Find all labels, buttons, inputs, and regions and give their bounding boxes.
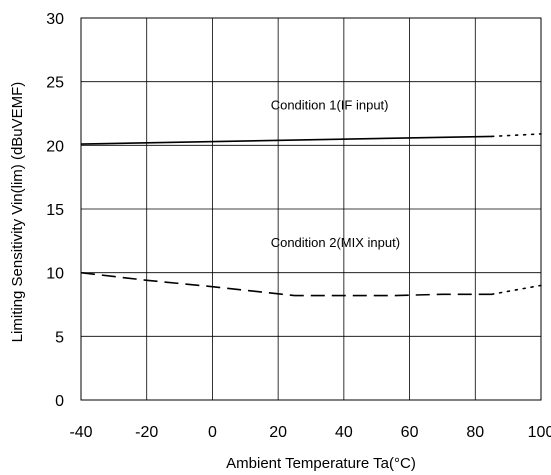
x-tick-label: 20 [269, 424, 287, 441]
condition-annotation: Condition 2(MIX input) [271, 235, 400, 250]
condition-annotation: Condition 1(IF input) [271, 98, 389, 113]
series-2-extrapolation [490, 284, 542, 296]
series-1-line [80, 135, 492, 145]
series-1-extrapolation [490, 133, 542, 138]
x-tick-label: 80 [466, 424, 484, 441]
series-2-line [80, 271, 492, 297]
y-tick-label: 15 [46, 202, 64, 219]
x-tick-label: -20 [135, 424, 158, 441]
x-tick-label: 40 [335, 424, 353, 441]
y-tick-label: 20 [46, 138, 64, 155]
y-tick-label: 0 [55, 393, 64, 410]
x-tick-label: 0 [208, 424, 217, 441]
plot-frame [80, 17, 542, 401]
series-layer [80, 133, 542, 297]
tick-labels: -40 -20 0 20 40 60 80 100 0 5 10 15 20 25 30 [46, 11, 551, 441]
y-tick-label: 30 [46, 11, 64, 28]
y-axis-label: Limiting Sensitivity Vin(lim) (dBuVEMF) [9, 82, 26, 343]
x-tick-label: 100 [528, 424, 551, 441]
x-tick-label: -40 [69, 424, 92, 441]
x-axis-label: Ambient Temperature Ta(°C) [226, 455, 416, 472]
y-tick-label: 5 [55, 329, 64, 346]
y-tick-label: 10 [46, 266, 64, 283]
annotations: Condition 1(IF input) Condition 2(MIX inp… [271, 98, 400, 251]
y-tick-label: 25 [46, 75, 64, 92]
x-tick-label: 60 [401, 424, 419, 441]
